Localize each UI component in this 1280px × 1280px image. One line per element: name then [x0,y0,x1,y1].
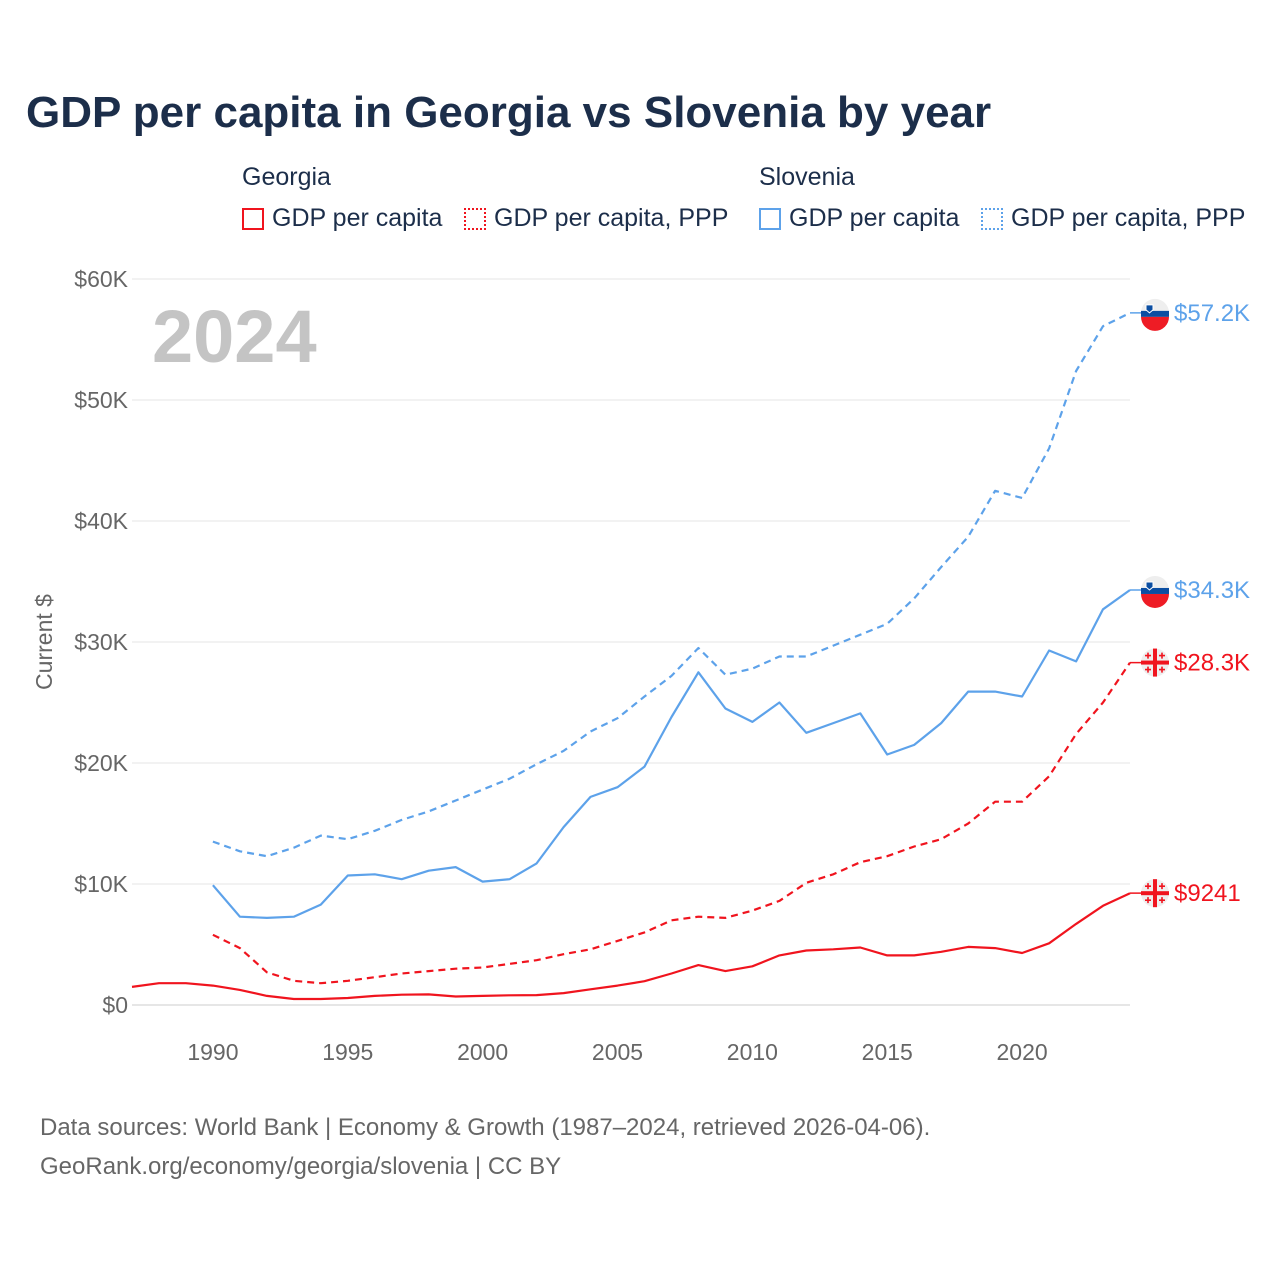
series-line-georgia-gdp-per-capita [131,892,1131,1001]
flag-stripe [1141,316,1169,331]
flag-emblem [1145,304,1154,314]
y-tick-label: $50K [74,387,128,413]
legend-swatch-dotted [981,207,1003,230]
y-tick-label: $30K [74,629,128,655]
end-value-label: $28.3K [1174,650,1250,677]
flag-small-cross [1159,897,1165,904]
flag-emblem [1145,581,1154,591]
x-tick-label: 1995 [322,1039,373,1065]
legend-slovenia-ppp[interactable]: GDP per capita, PPP [981,204,1245,233]
chart-title: GDP per capita in Georgia vs Slovenia by… [26,88,992,137]
series-line-slovenia-gdp-per-capita-ppp [212,311,1131,858]
flag-small-cross [1159,652,1165,659]
x-tick-label: 2010 [727,1039,778,1065]
flag-small-cross [1159,883,1165,890]
y-tick-label: $10K [74,871,128,897]
source-line-1: Data sources: World Bank | Economy & Gro… [40,1114,931,1141]
y-tick-label: $60K [74,266,128,292]
y-tick-label: $0 [102,992,128,1018]
x-tick-label: 2015 [862,1039,913,1065]
legend-georgia-gdp[interactable]: GDP per capita [242,204,442,233]
series-line-georgia-gdp-per-capita-ppp [212,661,1131,985]
end-value-label: $9241 [1174,880,1241,907]
x-tick-label: 2020 [997,1039,1048,1065]
flag-stripe [1141,593,1169,608]
legend-swatch-solid [242,207,264,230]
legend-label: GDP per capita, PPP [1011,204,1246,232]
legend-group-slovenia: Slovenia [759,163,855,191]
source-note: Data sources: World Bank | Economy & Gro… [40,1108,930,1186]
y-tick-label: $40K [74,508,128,534]
source-line-2[interactable]: GeoRank.org/economy/georgia/slovenia | C… [40,1153,562,1180]
flag-cross [1153,648,1157,677]
x-tick-label: 2000 [457,1039,508,1065]
series-line-slovenia-gdp-per-capita [212,589,1131,920]
y-tick-label: $20K [74,750,128,776]
legend-label: GDP per capita, PPP [494,204,729,232]
flag-small-cross [1145,666,1151,673]
legend-swatch-dotted [464,207,486,230]
legend-swatch-solid [759,207,781,230]
flag-small-cross [1145,897,1151,904]
flag-small-cross [1159,666,1165,673]
x-tick-label: 2005 [592,1039,643,1065]
year-watermark: 2024 [152,295,317,378]
y-axis-label: Current $ [31,594,57,690]
flag-small-cross [1145,883,1151,890]
legend-slovenia-gdp[interactable]: GDP per capita [759,204,959,233]
flag-small-cross [1145,652,1151,659]
flag-stripe [1141,587,1169,594]
flag-stripe [1141,310,1169,317]
end-value-label: $57.2K [1174,300,1250,327]
end-value-label: $34.3K [1174,577,1250,604]
legend-georgia-ppp[interactable]: GDP per capita, PPP [464,204,728,233]
flag-cross [1153,879,1157,908]
legend-group-georgia: Georgia [242,163,331,191]
x-tick-label: 1990 [187,1039,238,1065]
legend-label: GDP per capita [789,204,960,232]
legend-label: GDP per capita [272,204,443,232]
